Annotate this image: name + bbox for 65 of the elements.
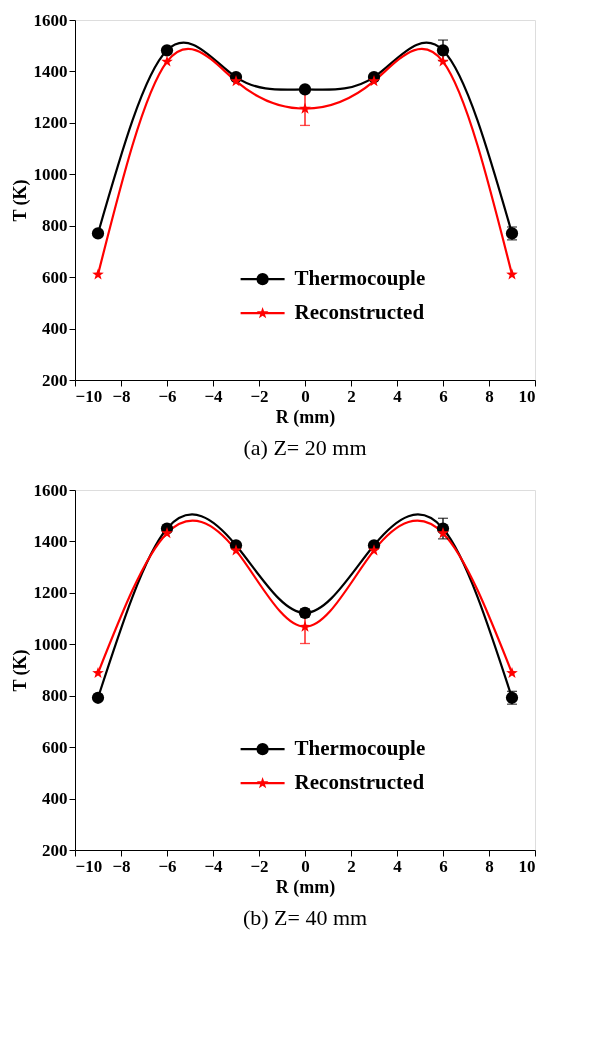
- y-tick-label: 1000: [33, 164, 68, 184]
- y-tick-label: 200: [42, 370, 68, 390]
- point: [298, 83, 312, 96]
- x-axis-title: R (mm): [275, 876, 336, 898]
- y-tick-label: 1400: [33, 531, 68, 551]
- y-tick-label: 1600: [33, 10, 68, 30]
- x-tick-label: 4: [393, 856, 403, 876]
- point: [506, 666, 518, 679]
- point: [437, 55, 449, 67]
- x-tick-label: 6: [439, 386, 448, 406]
- y-tick-label: 600: [42, 737, 68, 757]
- point: [436, 44, 450, 57]
- point: [91, 691, 105, 704]
- point: [299, 620, 311, 632]
- x-tick-label: −6: [158, 856, 177, 876]
- y-tick-label: 800: [42, 686, 68, 706]
- x-tick-label: −10: [75, 386, 103, 406]
- legend-label: Thermocouple: [294, 736, 426, 761]
- legend-label: Reconstructed: [294, 300, 425, 325]
- x-tick-label: −8: [112, 386, 131, 406]
- point: [230, 75, 242, 87]
- y-tick-label: 1200: [33, 113, 68, 133]
- x-tick-label: 2: [347, 856, 356, 876]
- point: [160, 44, 174, 57]
- x-tick-label: −8: [112, 856, 131, 876]
- y-tick-label: 1200: [33, 583, 68, 603]
- x-tick-label: 8: [485, 386, 494, 406]
- text: (b) Z= 40 mm: [242, 905, 368, 930]
- y-tick-label: 600: [42, 267, 68, 287]
- point: [92, 666, 104, 679]
- y-tick-label: 1600: [33, 480, 68, 500]
- point: [230, 544, 242, 556]
- y-tick-label: 800: [42, 216, 68, 236]
- point: [161, 55, 173, 67]
- x-tick-label: 10: [518, 856, 536, 876]
- y-tick-label: 200: [42, 840, 68, 860]
- y-tick-label: 1000: [33, 634, 68, 654]
- x-tick-label: 4: [393, 386, 403, 406]
- x-tick-label: −6: [158, 386, 177, 406]
- x-tick-label: −2: [250, 386, 269, 406]
- x-axis-title: R (mm): [275, 406, 336, 428]
- point: [161, 527, 173, 539]
- point: [437, 527, 449, 539]
- legend-label: Reconstructed: [294, 770, 425, 795]
- x-tick-label: −2: [250, 856, 269, 876]
- point: [299, 102, 311, 114]
- y-tick-label: 1400: [33, 61, 68, 81]
- x-tick-label: −10: [75, 856, 103, 876]
- text: (a) Z= 20 mm: [243, 435, 367, 460]
- y-axis-title: T (K): [9, 179, 31, 222]
- x-tick-label: −4: [204, 386, 224, 406]
- x-tick-label: −4: [204, 856, 224, 876]
- point: [91, 227, 105, 240]
- point: [368, 75, 380, 87]
- x-tick-label: 0: [301, 386, 310, 406]
- x-tick-label: 0: [301, 856, 310, 876]
- point: [368, 544, 380, 556]
- x-tick-label: 10: [518, 386, 536, 406]
- y-tick-label: 400: [42, 789, 68, 809]
- legend-label: Thermocouple: [294, 266, 426, 291]
- x-tick-label: 2: [347, 386, 356, 406]
- x-tick-label: 8: [485, 856, 494, 876]
- y-axis-title: T (K): [9, 649, 31, 692]
- y-tick-label: 400: [42, 319, 68, 339]
- x-tick-label: 6: [439, 856, 448, 876]
